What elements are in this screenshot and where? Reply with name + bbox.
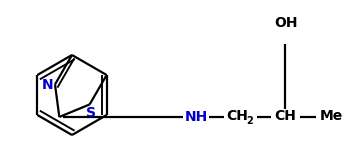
Text: CH: CH <box>226 109 248 123</box>
Text: CH: CH <box>274 109 296 123</box>
Text: NH: NH <box>184 110 208 124</box>
Text: 2: 2 <box>246 116 253 126</box>
Text: OH: OH <box>274 16 298 30</box>
Text: S: S <box>86 106 95 120</box>
Text: Me: Me <box>319 109 343 123</box>
Text: N: N <box>41 78 53 92</box>
